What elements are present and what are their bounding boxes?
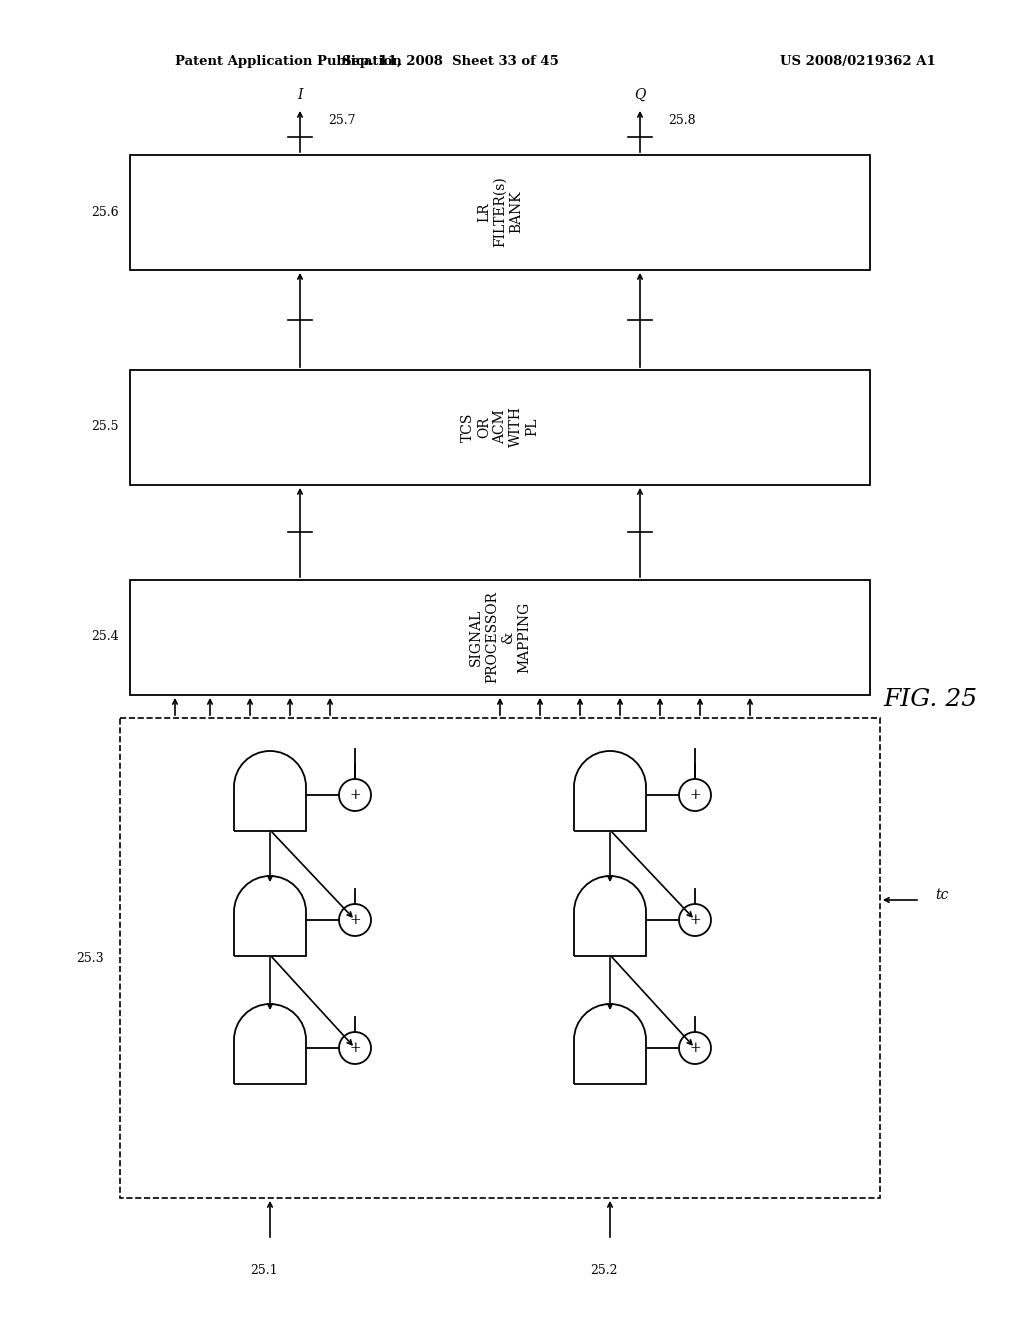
Bar [130,370,870,484]
Text: 25.3: 25.3 [76,952,103,965]
PathPatch shape [574,876,646,956]
Text: Sep. 11, 2008  Sheet 33 of 45: Sep. 11, 2008 Sheet 33 of 45 [342,55,558,69]
Text: LR
FILTER(s)
BANK: LR FILTER(s) BANK [477,177,523,247]
Text: +: + [689,1041,700,1055]
Text: SIGNAL
PROCESSOR
&
MAPPING: SIGNAL PROCESSOR & MAPPING [469,591,531,682]
Text: 25.5: 25.5 [91,421,119,433]
Circle shape [339,904,371,936]
Text: 25.6: 25.6 [91,206,119,219]
Text: Q: Q [634,88,646,102]
PathPatch shape [234,876,306,956]
Text: TCS
OR
ACM
WITH
PL: TCS OR ACM WITH PL [461,407,540,447]
Text: Patent Application Publication: Patent Application Publication [175,55,401,69]
PathPatch shape [574,751,646,832]
Text: tc: tc [935,888,948,902]
Text: +: + [349,788,360,803]
Bar [120,718,880,1199]
Text: 25.8: 25.8 [668,114,695,127]
Circle shape [339,779,371,810]
Circle shape [679,904,711,936]
Bar [130,579,870,696]
Text: +: + [689,788,700,803]
PathPatch shape [574,1005,646,1084]
Text: 25.1: 25.1 [250,1263,278,1276]
Text: +: + [689,913,700,927]
PathPatch shape [234,751,306,832]
Circle shape [679,779,711,810]
Text: FIG. 25: FIG. 25 [883,689,977,711]
Text: US 2008/0219362 A1: US 2008/0219362 A1 [780,55,936,69]
Text: 25.7: 25.7 [328,114,355,127]
Text: 25.4: 25.4 [91,631,119,644]
Text: I: I [297,88,303,102]
Text: +: + [349,913,360,927]
Circle shape [679,1032,711,1064]
Text: 25.2: 25.2 [590,1263,617,1276]
PathPatch shape [234,1005,306,1084]
Text: +: + [349,1041,360,1055]
Bar [130,154,870,271]
Circle shape [339,1032,371,1064]
